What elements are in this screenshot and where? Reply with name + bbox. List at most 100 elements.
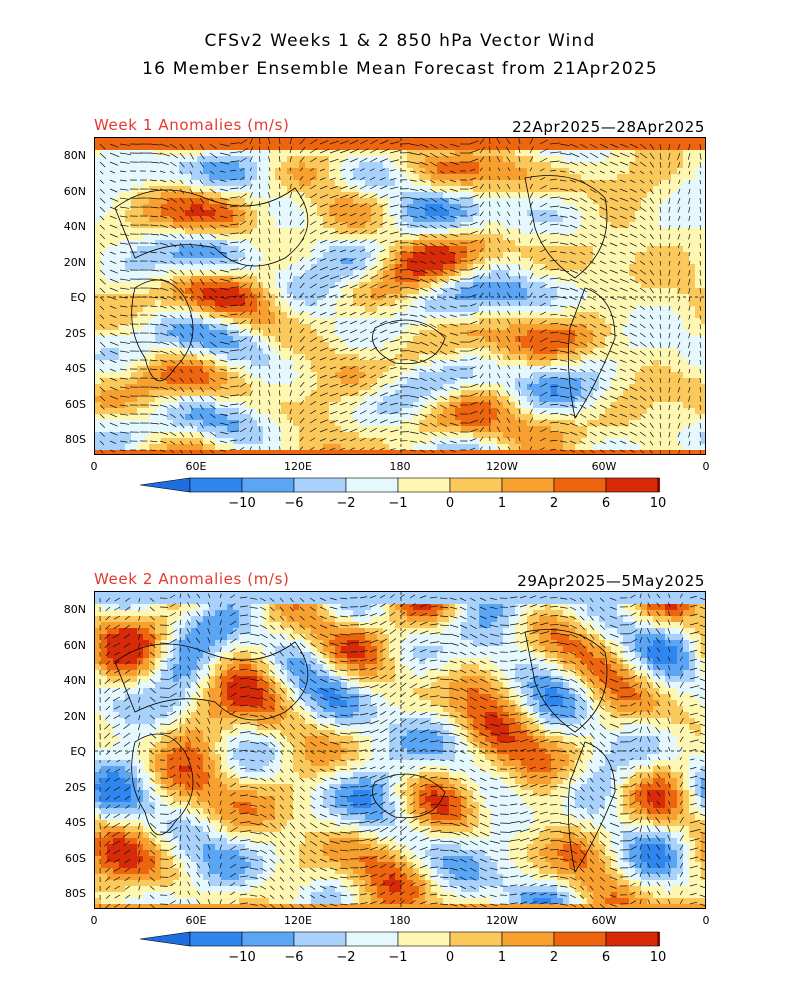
wind-vector: [689, 856, 699, 860]
wind-vector: [409, 440, 418, 443]
wind-vector: [529, 355, 533, 361]
wind-vector: [497, 247, 501, 253]
wind-vector: [369, 649, 377, 653]
wind-vector: [219, 800, 222, 806]
wind-vector: [229, 826, 238, 833]
wind-vector: [379, 320, 388, 325]
wind-vector: [138, 597, 141, 603]
wind-vector: [169, 368, 176, 373]
wind-vector: [569, 368, 577, 372]
wind-vector: [119, 161, 130, 164]
wind-vector: [278, 138, 281, 145]
wind-vector: [539, 865, 548, 869]
wind-vector: [319, 759, 325, 763]
wind-vector: [109, 449, 116, 453]
wind-vector: [589, 251, 596, 256]
wind-vector: [609, 413, 618, 418]
wind-vector: [359, 605, 368, 608]
wind-vector: [559, 413, 569, 416]
wind-vector: [559, 440, 568, 443]
wind-vector: [679, 691, 684, 698]
wind-vector: [688, 350, 691, 357]
wind-vector: [579, 750, 584, 755]
wind-vector: [599, 705, 605, 711]
wind-vector: [109, 440, 117, 444]
wind-vector: [105, 597, 111, 602]
wind-vector: [559, 768, 567, 771]
wind-vector: [589, 206, 597, 212]
wind-vector: [186, 691, 191, 698]
wind-vector: [439, 831, 452, 834]
wind-vector: [138, 768, 141, 774]
wind-vector: [179, 593, 182, 599]
wind-vector: [539, 212, 547, 217]
wind-vector: [639, 215, 646, 220]
wind-vector: [219, 691, 223, 698]
wind-vector: [339, 329, 348, 334]
wind-vector: [196, 782, 201, 788]
wind-vector: [309, 212, 316, 217]
wind-vector: [379, 148, 390, 154]
wind-vector: [679, 602, 683, 608]
wind-vector: [419, 179, 426, 183]
wind-vector: [289, 660, 294, 666]
wind-vector: [539, 437, 546, 442]
wind-vector: [599, 332, 608, 337]
wind-vector: [269, 678, 276, 685]
wind-vector: [339, 275, 350, 280]
wind-vector: [278, 345, 281, 352]
wind-vector: [688, 332, 691, 339]
wind-vector: [419, 359, 427, 363]
wind-vector: [196, 611, 201, 617]
wind-vector: [479, 146, 485, 154]
wind-vector: [419, 143, 429, 148]
wind-vector: [209, 350, 217, 356]
wind-vector: [479, 219, 484, 226]
wind-vector: [439, 606, 448, 608]
wind-vector: [459, 741, 468, 746]
wind-vector: [449, 642, 459, 646]
wind-vector: [439, 804, 448, 806]
wind-vector: [559, 633, 570, 637]
wind-vector: [429, 224, 437, 230]
wind-vector: [539, 819, 550, 824]
wind-vector: [688, 296, 691, 302]
wind-vector: [289, 777, 294, 783]
colorbar-tick-label: −6: [284, 496, 304, 511]
wind-vector: [159, 197, 169, 202]
colorbar-swatch: [397, 931, 451, 947]
wind-vector: [619, 386, 628, 391]
wind-vector: [679, 808, 684, 815]
wind-vector: [509, 659, 518, 662]
wind-vector: [569, 741, 578, 746]
wind-vector: [359, 829, 371, 833]
wind-vector: [539, 382, 548, 388]
wind-vector: [229, 629, 237, 635]
wind-vector: [109, 323, 118, 328]
wind-vector: [319, 741, 328, 746]
wind-vector: [629, 836, 638, 842]
wind-vector: [113, 813, 121, 818]
wind-vector: [559, 305, 568, 308]
wind-vector: [379, 221, 388, 226]
wind-vector: [309, 238, 317, 244]
wind-vector: [339, 831, 352, 834]
wind-vector: [419, 846, 428, 851]
wind-vector: [668, 431, 671, 438]
wind-vector: [419, 449, 426, 453]
wind-vector: [507, 436, 511, 442]
wind-vector: [278, 191, 281, 199]
wind-vector: [559, 642, 570, 645]
wind-vector: [549, 651, 558, 653]
colorbar-swatch: [293, 931, 347, 947]
wind-vector: [229, 737, 237, 743]
wind-vector: [103, 732, 111, 739]
wind-vector: [259, 795, 267, 800]
wind-vector: [409, 620, 417, 626]
wind-vector: [518, 175, 521, 181]
wind-vector: [219, 701, 222, 707]
wind-vector: [569, 242, 578, 247]
wind-vector: [529, 901, 537, 905]
wind-vector: [319, 750, 326, 754]
wind-vector: [149, 615, 155, 621]
